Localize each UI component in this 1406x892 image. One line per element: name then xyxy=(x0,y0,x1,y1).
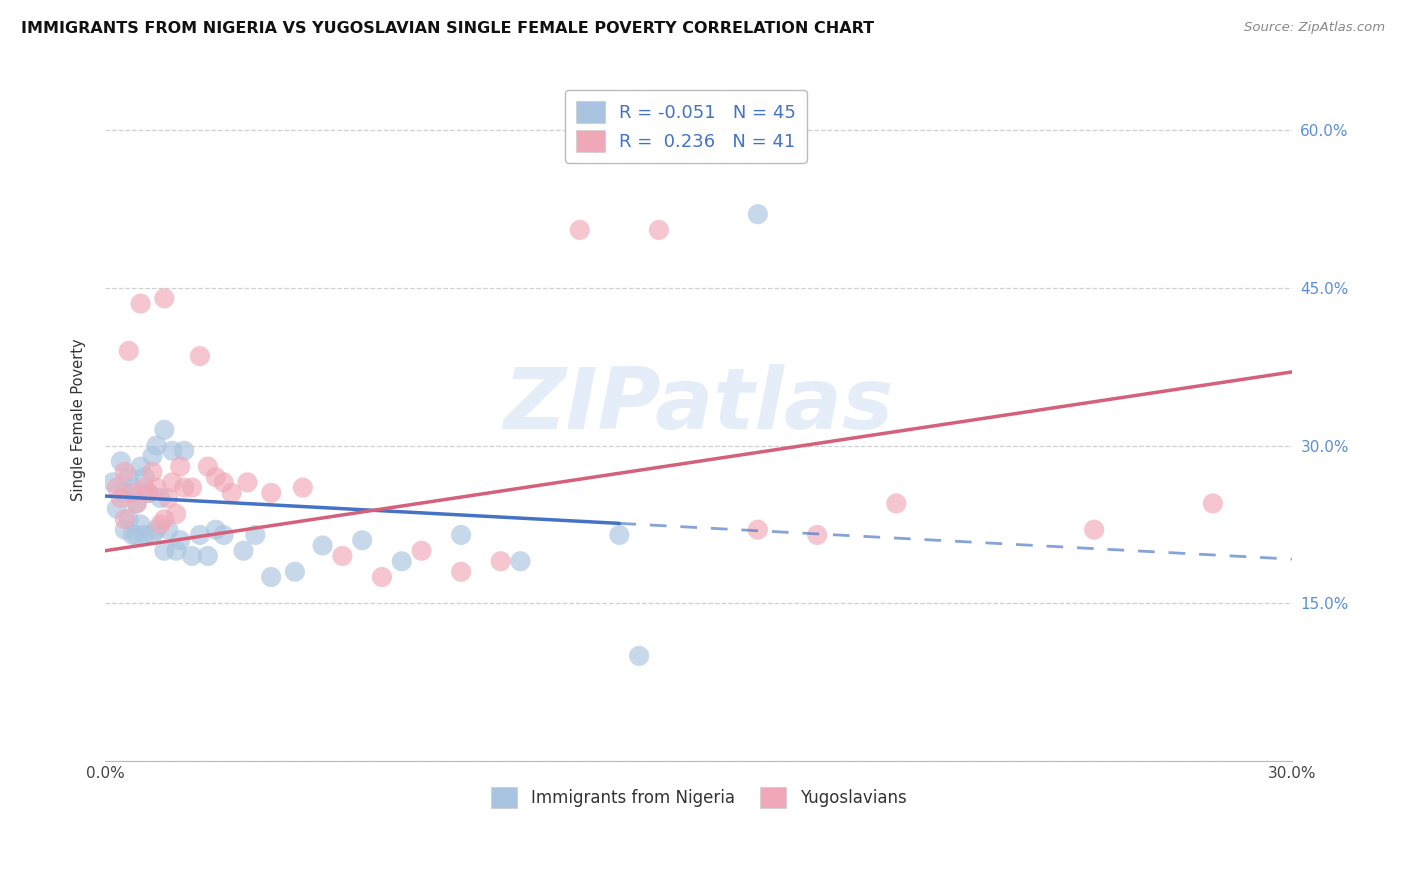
Point xyxy=(332,549,354,563)
Point xyxy=(101,475,124,490)
Point xyxy=(181,549,204,563)
Point xyxy=(411,543,433,558)
Point xyxy=(284,565,307,579)
Point xyxy=(260,486,283,500)
Point xyxy=(628,648,651,663)
Point xyxy=(134,481,156,495)
Point xyxy=(141,528,163,542)
Point xyxy=(114,523,136,537)
Point xyxy=(188,528,211,542)
Point xyxy=(609,528,631,542)
Point xyxy=(129,296,152,310)
Text: IMMIGRANTS FROM NIGERIA VS YUGOSLAVIAN SINGLE FEMALE POVERTY CORRELATION CHART: IMMIGRANTS FROM NIGERIA VS YUGOSLAVIAN S… xyxy=(21,21,875,36)
Point xyxy=(121,486,143,500)
Point xyxy=(371,570,394,584)
Point xyxy=(157,523,180,537)
Point xyxy=(884,496,907,510)
Point xyxy=(125,496,148,510)
Point xyxy=(311,539,333,553)
Point xyxy=(153,512,176,526)
Point xyxy=(114,486,136,500)
Point xyxy=(110,491,132,505)
Point xyxy=(149,491,172,505)
Point xyxy=(747,207,769,221)
Point xyxy=(245,528,267,542)
Point xyxy=(236,475,259,490)
Point xyxy=(221,486,243,500)
Point xyxy=(197,549,219,563)
Point xyxy=(138,486,160,500)
Point xyxy=(181,481,204,495)
Point xyxy=(129,459,152,474)
Point xyxy=(212,475,235,490)
Point xyxy=(110,454,132,468)
Point xyxy=(204,523,226,537)
Point xyxy=(173,443,195,458)
Point xyxy=(141,449,163,463)
Point xyxy=(197,459,219,474)
Point xyxy=(121,481,143,495)
Point xyxy=(450,528,472,542)
Point xyxy=(134,470,156,484)
Point xyxy=(153,423,176,437)
Point xyxy=(141,465,163,479)
Point xyxy=(165,543,187,558)
Point xyxy=(134,528,156,542)
Point xyxy=(1202,496,1225,510)
Point xyxy=(129,517,152,532)
Point xyxy=(352,533,374,548)
Point xyxy=(153,543,176,558)
Point xyxy=(162,443,184,458)
Point xyxy=(165,507,187,521)
Y-axis label: Single Female Poverty: Single Female Poverty xyxy=(72,338,86,500)
Point xyxy=(125,528,148,542)
Point xyxy=(145,523,167,537)
Point xyxy=(138,486,160,500)
Point xyxy=(212,528,235,542)
Point xyxy=(169,533,191,548)
Point xyxy=(291,481,314,495)
Point xyxy=(260,570,283,584)
Point xyxy=(391,554,413,568)
Point xyxy=(105,501,128,516)
Point xyxy=(232,543,254,558)
Point xyxy=(149,517,172,532)
Point xyxy=(204,470,226,484)
Point xyxy=(648,223,671,237)
Point xyxy=(121,528,143,542)
Point xyxy=(188,349,211,363)
Point xyxy=(157,491,180,505)
Point xyxy=(162,475,184,490)
Point xyxy=(114,465,136,479)
Point xyxy=(145,438,167,452)
Point xyxy=(118,470,141,484)
Point xyxy=(118,343,141,358)
Point xyxy=(1083,523,1105,537)
Text: ZIPatlas: ZIPatlas xyxy=(503,364,894,447)
Point xyxy=(806,528,828,542)
Point xyxy=(169,459,191,474)
Legend: Immigrants from Nigeria, Yugoslavians: Immigrants from Nigeria, Yugoslavians xyxy=(484,780,912,814)
Point xyxy=(118,512,141,526)
Point xyxy=(125,496,148,510)
Point xyxy=(145,481,167,495)
Point xyxy=(153,291,176,305)
Point xyxy=(114,512,136,526)
Point xyxy=(105,481,128,495)
Point xyxy=(450,565,472,579)
Point xyxy=(747,523,769,537)
Point xyxy=(489,554,512,568)
Text: Source: ZipAtlas.com: Source: ZipAtlas.com xyxy=(1244,21,1385,34)
Point xyxy=(568,223,591,237)
Point xyxy=(509,554,531,568)
Point xyxy=(173,481,195,495)
